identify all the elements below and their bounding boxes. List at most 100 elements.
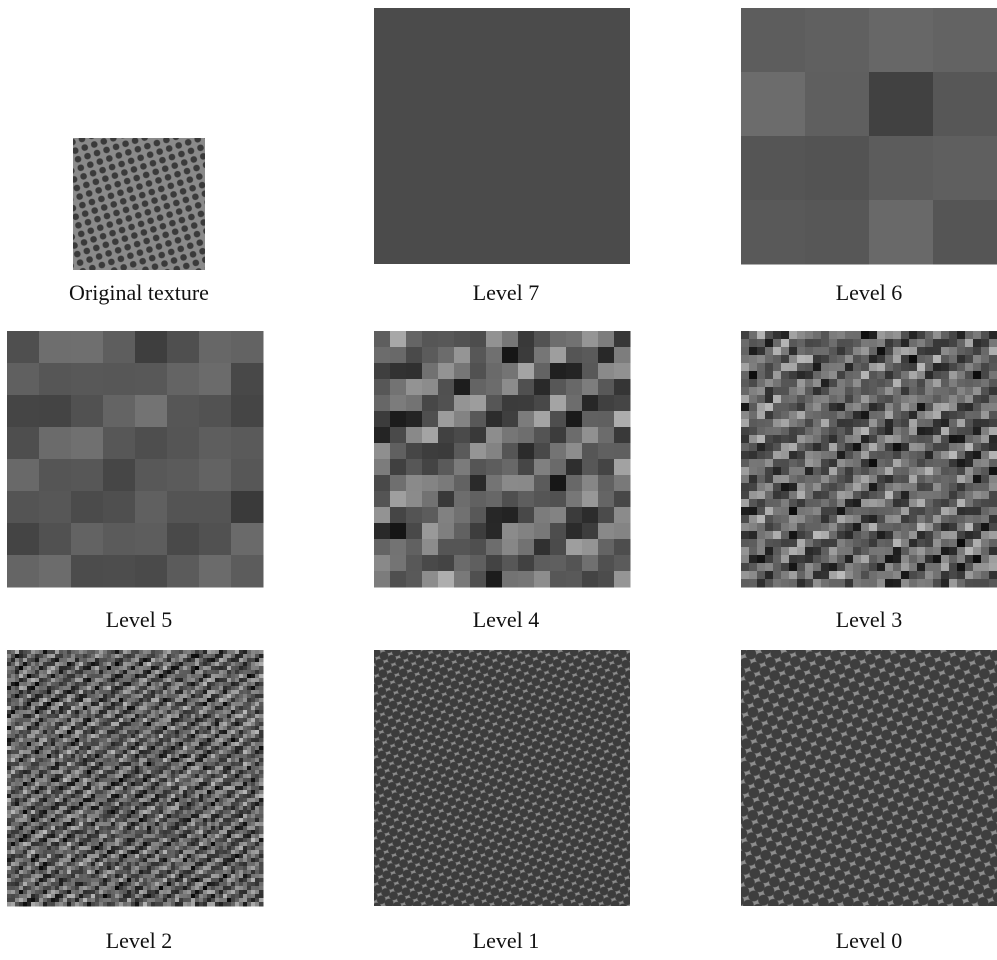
texture-pixel: [566, 491, 583, 508]
texture-pixel: [91, 658, 96, 663]
texture-pixel: [223, 690, 228, 695]
texture-pixel: [247, 790, 252, 795]
texture-pixel: [191, 678, 196, 683]
texture-pixel: [203, 770, 208, 775]
texture-pixel: [195, 818, 200, 823]
texture-pixel: [981, 355, 990, 364]
texture-pixel: [127, 686, 132, 691]
texture-pixel: [131, 674, 136, 679]
texture-pixel: [813, 571, 822, 580]
texture-pixel: [231, 770, 236, 775]
texture-pixel: [159, 850, 164, 855]
texture-pixel: [91, 782, 96, 787]
texture-pixel: [179, 858, 184, 863]
texture-pixel: [75, 702, 80, 707]
texture-pixel: [143, 702, 148, 707]
texture-pixel: [143, 738, 148, 743]
texture-pixel: [231, 826, 236, 831]
texture-pixel: [11, 858, 16, 863]
texture-pixel: [79, 682, 84, 687]
texture-pixel: [39, 742, 44, 747]
texture-pixel: [861, 579, 870, 588]
texture-pixel: [35, 678, 40, 683]
texture-pixel: [183, 742, 188, 747]
texture-pixel: [79, 670, 84, 675]
texture-pixel: [127, 746, 132, 751]
texture-pixel: [805, 475, 814, 484]
texture-pixel: [91, 842, 96, 847]
texture-pixel: [11, 750, 16, 755]
texture-pixel: [877, 379, 886, 388]
texture-pixel: [71, 682, 76, 687]
texture-pixel: [219, 818, 224, 823]
texture-pixel: [797, 579, 806, 588]
texture-pixel: [103, 762, 108, 767]
texture-pixel: [91, 654, 96, 659]
texture-pixel: [941, 555, 950, 564]
texture-pixel: [127, 674, 132, 679]
texture-pixel: [239, 654, 244, 659]
texture-pixel: [95, 746, 100, 751]
texture-pixel: [75, 794, 80, 799]
texture-pixel: [19, 866, 24, 871]
texture-pixel: [187, 674, 192, 679]
texture-pixel: [853, 411, 862, 420]
texture-pixel: [203, 658, 208, 663]
texture-pixel: [183, 750, 188, 755]
texture-pixel: [231, 658, 236, 663]
texture-pixel: [111, 750, 116, 755]
texture-pixel: [183, 758, 188, 763]
texture-pixel: [187, 802, 192, 807]
texture-pixel: [211, 686, 216, 691]
texture-pixel: [103, 806, 108, 811]
texture-pixel: [235, 714, 240, 719]
texture-pixel: [55, 754, 60, 759]
texture-pixel: [139, 794, 144, 799]
texture-pixel: [195, 806, 200, 811]
texture-pixel: [989, 355, 997, 364]
texture-pixel: [43, 714, 48, 719]
texture-pixel: [175, 846, 180, 851]
texture-pixel: [406, 571, 423, 588]
texture-pixel: [211, 742, 216, 747]
texture-pixel: [251, 866, 256, 871]
texture-pixel: [87, 826, 92, 831]
texture-pixel: [75, 798, 80, 803]
texture-pixel: [15, 862, 20, 867]
texture-pixel: [893, 475, 902, 484]
texture-pixel: [111, 734, 116, 739]
texture-pixel: [135, 698, 140, 703]
texture-pixel: [31, 826, 36, 831]
texture-pixel: [518, 347, 535, 364]
texture-pixel: [11, 718, 16, 723]
texture-pixel: [215, 870, 220, 875]
texture-pixel: [71, 806, 76, 811]
texture-pixel: [59, 786, 64, 791]
texture-pixel: [203, 870, 208, 875]
texture-pixel: [853, 531, 862, 540]
texture-pixel: [23, 826, 28, 831]
texture-pixel: [171, 738, 176, 743]
texture-pixel: [211, 746, 216, 751]
texture-pixel: [199, 658, 204, 663]
texture-pixel: [39, 762, 44, 767]
texture-pixel: [27, 718, 32, 723]
texture-pixel: [909, 355, 918, 364]
texture-pixel: [203, 678, 208, 683]
texture-pixel: [79, 786, 84, 791]
texture-pixel: [55, 774, 60, 779]
texture-pixel: [135, 694, 140, 699]
texture-pixel: [259, 726, 264, 731]
texture-pixel: [259, 766, 264, 771]
texture-pixel: [829, 547, 838, 556]
texture-pixel: [107, 714, 112, 719]
texture-pixel: [195, 658, 200, 663]
texture-pixel: [71, 842, 76, 847]
texture-pixel: [829, 443, 838, 452]
texture-pixel: [965, 371, 974, 380]
texture-pixel: [59, 670, 64, 675]
texture-pixel: [139, 722, 144, 727]
texture-pixel: [231, 790, 236, 795]
texture-pixel: [805, 136, 870, 201]
texture-pixel: [39, 714, 44, 719]
